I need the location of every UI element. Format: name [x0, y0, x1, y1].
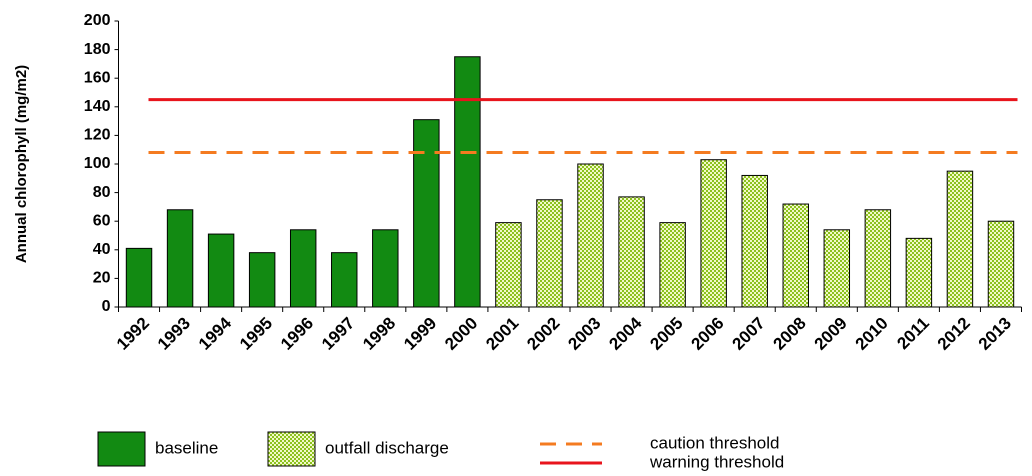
bar [372, 229, 399, 308]
bar [536, 199, 563, 308]
bar [166, 209, 194, 308]
x-tick-label: 1998 [359, 314, 399, 354]
x-tick-label: 2006 [687, 314, 727, 354]
bar [577, 163, 604, 308]
y-axis-title: Annual chlorophyll (mg/m2) [13, 65, 30, 263]
y-tick-label: 160 [84, 69, 111, 86]
legend-label: caution threshold [650, 433, 779, 452]
x-tick-label: 2005 [646, 314, 686, 354]
x-tick-label: 2011 [893, 314, 933, 354]
bar [905, 237, 933, 308]
bar [454, 56, 481, 308]
x-tick-label: 1997 [318, 314, 358, 354]
x-tick-label: 1993 [154, 314, 194, 354]
y-tick-label: 60 [93, 212, 111, 229]
bar [659, 222, 686, 308]
legend-label: baseline [155, 438, 218, 457]
x-tick-label: 1996 [277, 314, 317, 354]
bar [864, 209, 892, 308]
x-tick-label: 2000 [441, 314, 481, 354]
bar [946, 170, 974, 308]
bar [248, 252, 276, 308]
x-tick-label: 2001 [482, 314, 522, 354]
x-tick-label: 2004 [605, 313, 646, 354]
x-tick-label: 2008 [770, 314, 810, 354]
x-tick-label: 2013 [975, 314, 1015, 354]
y-tick-label: 20 [93, 270, 111, 287]
y-tick-label: 120 [84, 127, 111, 144]
legend-label: outfall discharge [325, 438, 449, 457]
x-tick-label: 2010 [852, 314, 892, 354]
y-tick-label: 0 [102, 298, 111, 315]
bar [823, 229, 851, 308]
y-tick-label: 200 [84, 12, 111, 29]
bar [987, 220, 1015, 308]
bar [331, 252, 358, 308]
x-tick-label: 1994 [195, 313, 236, 354]
x-tick-label: 1999 [400, 314, 440, 354]
legend-swatch [97, 431, 146, 467]
y-tick-label: 80 [93, 184, 111, 201]
bar [413, 119, 440, 308]
bar [207, 233, 235, 308]
x-tick-label: 1995 [236, 314, 276, 354]
y-tick-label: 40 [93, 241, 111, 258]
bar [125, 247, 153, 308]
x-tick-label: 2012 [934, 314, 974, 354]
bar [289, 229, 317, 308]
bar [782, 203, 809, 308]
x-tick-label: 2009 [811, 314, 851, 354]
x-tick-label: 1992 [113, 314, 153, 354]
y-tick-label: 100 [84, 155, 111, 172]
bar [741, 174, 768, 308]
legend-swatch [267, 431, 316, 467]
bar [700, 159, 727, 308]
bar [495, 222, 522, 308]
y-tick-label: 140 [84, 98, 111, 115]
x-tick-label: 2003 [564, 314, 604, 354]
legend-label: warning threshold [649, 452, 784, 471]
bar [618, 196, 645, 308]
x-tick-label: 2007 [729, 314, 769, 354]
x-tick-label: 2002 [523, 314, 563, 354]
y-tick-label: 180 [84, 41, 111, 58]
